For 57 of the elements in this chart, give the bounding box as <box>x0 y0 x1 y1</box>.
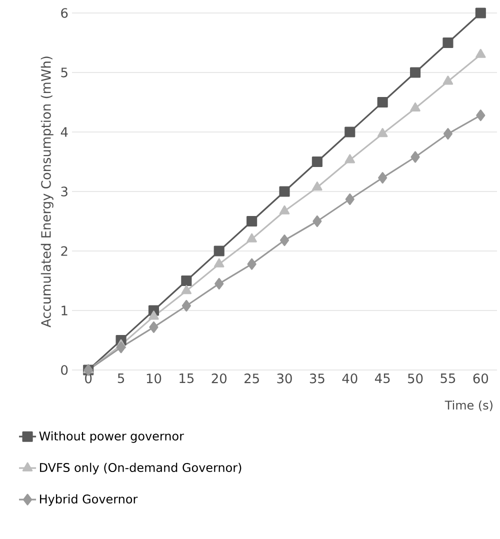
point <box>148 310 159 320</box>
x-tick-label: 30 <box>277 374 292 384</box>
point <box>312 156 322 168</box>
x-tick-label: 50 <box>408 374 423 384</box>
point <box>182 300 191 312</box>
x-tick-label: 10 <box>146 374 162 384</box>
x-tick-label: 55 <box>440 374 456 384</box>
point <box>214 258 224 268</box>
point <box>214 246 224 256</box>
x-tick-label: 5 <box>118 374 124 384</box>
x-tick-label: 45 <box>374 374 390 384</box>
point <box>475 8 486 18</box>
point <box>377 96 388 108</box>
point <box>116 342 126 354</box>
x-tick-label: 25 <box>244 374 259 384</box>
point <box>344 154 356 164</box>
point <box>149 321 158 333</box>
x-tick-label: 20 <box>212 374 226 384</box>
point <box>279 186 290 197</box>
y-tick-label: 1 <box>62 306 68 316</box>
point <box>246 216 258 227</box>
legend-label: Without power governor <box>39 431 184 443</box>
point <box>181 275 192 286</box>
y-tick-label: 4 <box>60 127 68 137</box>
x-axis-title: Time (s) <box>444 400 492 412</box>
point <box>443 128 452 140</box>
y-tick-label: 3 <box>61 186 68 196</box>
legend-label: Hybrid Governor <box>40 494 138 506</box>
point <box>377 128 388 138</box>
point <box>214 278 224 290</box>
x-tick-label: 60 <box>473 374 488 384</box>
point <box>280 234 290 246</box>
point <box>410 102 420 112</box>
point <box>442 76 454 85</box>
point <box>410 67 421 78</box>
y-tick-label: 0 <box>61 365 68 375</box>
point <box>442 37 454 48</box>
point <box>312 215 322 228</box>
point <box>181 285 192 294</box>
y-tick-label: 6 <box>61 8 68 18</box>
point <box>378 172 388 184</box>
x-tick-label: 40 <box>342 374 358 384</box>
y-axis-title: Accumulated Energy Consumption (mWh) <box>40 56 54 328</box>
point <box>344 126 356 138</box>
y-tick-label: 5 <box>61 68 68 78</box>
point <box>345 193 354 206</box>
x-tick-label: 15 <box>180 374 194 384</box>
point <box>476 48 486 58</box>
x-tick-label: 35 <box>310 374 324 384</box>
y-tick-label: 2 <box>61 246 68 256</box>
point <box>247 258 256 270</box>
point <box>279 205 290 214</box>
point <box>312 182 322 191</box>
point <box>476 110 486 122</box>
point <box>246 233 257 242</box>
point <box>410 151 420 163</box>
legend-label: DVFS only (On-demand Governor) <box>40 462 242 474</box>
